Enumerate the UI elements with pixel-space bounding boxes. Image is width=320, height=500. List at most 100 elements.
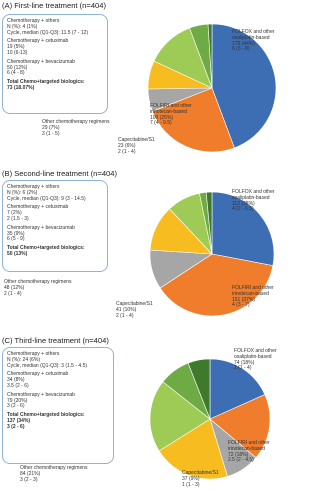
biologics-box [2,14,108,114]
slice-name: Capecitabine/S1 [116,301,153,307]
pie-slice [211,23,277,149]
slice-name: FOLFOX and other oxaliplatin-based [232,189,275,201]
slice-label: Other chemotherapy regimens 48 (12%) 2 (1 … [4,279,76,297]
pie-slice [158,418,228,480]
slice-value: 50 (12%) [7,64,28,71]
slice-name: Chemotherapy + bevacizumab [7,391,75,398]
slice-label: Chemotherapy + bevacizumab 35 (9%) 6 (5 - … [7,224,103,243]
slice-value: 151 (37%) [232,296,256,303]
slice-name: Other chemotherapy regimens [42,119,110,125]
total-line: Total Chemo+targeted biologics: [7,412,85,419]
slice-label: Chemotherapy + others N (%): 6 (2%) Cycle,… [7,184,103,202]
slice-cycle: 7 (4 - 9.5) [150,120,172,127]
biologics-box [2,180,108,272]
total-label: Total Chemo+targeted biologics: 50 (13%) [7,245,103,258]
slice-name: Chemotherapy + cetuximab [7,204,69,211]
slice-value: N (%): 4 (1%) [7,23,38,30]
total-label: Total Chemo+targeted biologics: 137 (34%)… [7,412,109,430]
pie-slice [209,358,266,420]
slice-value: 35 (9%) [7,230,25,237]
slice-label: Other chemotherapy regimens 84 (21%) 3 (2 … [20,465,100,483]
slice-cycle: 3.5 (2 - 6) [7,382,29,389]
total-line: Total Chemo+targeted biologics: [7,245,85,252]
slice-value: 74 (18%) [234,359,255,366]
slice-value: 37 (9%) [182,475,200,482]
slice-label: Capecitabine/S1 41 (10%) 2 (1 - 4) [116,301,178,319]
pie-layer [147,23,277,480]
slice-value: N (%): 6 (2%) [7,189,38,196]
pie-slice [149,381,211,452]
slice-name: FOLFIRI and other irinotecan-based [232,285,274,297]
pie-slice [207,23,213,89]
slice-value: 79 (20%) [7,397,28,404]
slice-name: Chemotherapy + others [7,351,60,357]
slice-name: Chemotherapy + others [7,18,60,24]
chart-title: (B) Second-line treatment (n=404) [2,169,118,178]
slice-value: N (%): 24 (6%) [7,356,41,363]
pie-slice [205,191,213,255]
total-line: 50 (13%) [7,250,28,257]
slice-value: 72 (18%) [228,451,249,458]
slice-value: 41 (10%) [116,306,137,313]
slice-name: FOLFIRI and other irinotecan-based [150,103,192,115]
slice-label: Other chemotherapy regimens 29 (7%) 3 (1 -… [42,119,114,137]
total-line: 137 (34%) [7,417,31,424]
slice-value: 29 (7%) [42,124,60,131]
slice-cycle: 6 (4 - 8) [7,70,25,77]
slice-name: Other chemotherapy regimens [20,465,88,471]
slice-cycle: 2 (1 - 4) [4,290,22,297]
slice-value: 23 (6%) [118,142,136,149]
slice-value: 84 (21%) [20,470,41,477]
slice-cycle: 10 (6-13) [7,49,28,56]
total-label: Total Chemo+targeted biologics: 73 (18.07… [7,79,103,92]
total-line: 3 (2 - 6) [7,423,25,430]
slice-value: 112 (28%) [232,200,255,207]
slice-label: Chemotherapy + bevacizumab 50 (12%) 6 (4 -… [7,58,103,77]
figure: (A) First-line treatment (n=404) FOLFOX a… [2,1,296,488]
slice-cycle: 2 (1.5 - 3) [7,215,29,222]
slice-label: Chemotherapy + others N (%): 4 (1%) Cycle,… [7,18,103,36]
total-line: 73 (18.07%) [7,84,35,91]
slice-label: Chemotherapy + cetuximab 19 (5%) 10 (6-13) [7,39,103,56]
chart-title: (C) Third-line treatment (n=404) [2,336,109,345]
pie-slice [159,253,274,317]
slice-cycle: 2 (1 - 4) [234,365,252,372]
box-labels: Chemotherapy + others N (%): 6 (2%) Cycle,… [7,184,103,258]
slice-name: FOLFOX and other oxaliplatin-based [232,29,275,41]
chart-title: (A) First-line treatment (n=404) [2,1,107,10]
slice-name: Capecitabine/S1 [182,470,219,476]
slice-name: Chemotherapy + others [7,184,60,190]
slice-name: Chemotherapy + bevacizumab [7,58,75,65]
slice-cycle: 2 (1 - 4) [116,312,134,319]
slice-name: Chemotherapy + bevacizumab [7,224,75,231]
slice-label: FOLFOX and other oxaliplatin-based 179 (4… [232,29,294,53]
slice-name: Capecitabine/S1 [118,137,155,143]
slice-name: Chemotherapy + cetuximab [7,371,69,378]
slice-label: FOLFOX and other oxaliplatin-based 112 (2… [232,189,294,213]
slice-label: FOLFOX and other oxaliplatin-based 74 (18… [234,348,296,372]
slice-cycle: 4 (2 - 6.5) [232,206,254,213]
total-line: Total Chemo+targeted biologics: [7,79,85,86]
slice-cycle: 3 (1 - 5) [42,130,60,137]
pie-slice [211,191,275,266]
slice-cycle: 2 (1 - 4) [118,148,136,155]
slice-cycle: Cycle, median (Q1-Q3): 3 (1.5 - 4.5) [7,362,88,369]
slice-label: FOLFIRI and other irinotecan-based 100 (2… [150,103,214,127]
slice-value: 34 (8%) [7,377,25,384]
slice-label: FOLFIRI and other irinotecan-based 151 (3… [232,285,294,309]
slice-cycle: 3 (2 - 6) [7,403,25,410]
pie-slice [152,87,235,153]
slice-name: FOLFIRI and other irinotecan-based [228,440,270,452]
slice-value: 100 (25%) [150,114,174,121]
slice-cycle: 3 (2 - 3) [20,476,38,483]
slice-cycle: 1 (1 - 3) [182,481,200,488]
slice-cycle: 4 (3 - 7) [232,302,250,309]
slice-name: Other chemotherapy regimens [4,279,72,285]
box-labels: Chemotherapy + others N (%): 24 (6%) Cycle… [7,351,109,431]
slice-label: Chemotherapy + bevacizumab 79 (20%) 3 (2 -… [7,391,109,410]
pie-slice [187,358,211,420]
slice-value: 7 (2%) [7,210,22,217]
slice-name: Chemotherapy + cetuximab [7,38,69,45]
slice-value: 179 (44%) [232,40,256,47]
slice-name: FOLFOX and other oxaliplatin-based [234,348,277,360]
